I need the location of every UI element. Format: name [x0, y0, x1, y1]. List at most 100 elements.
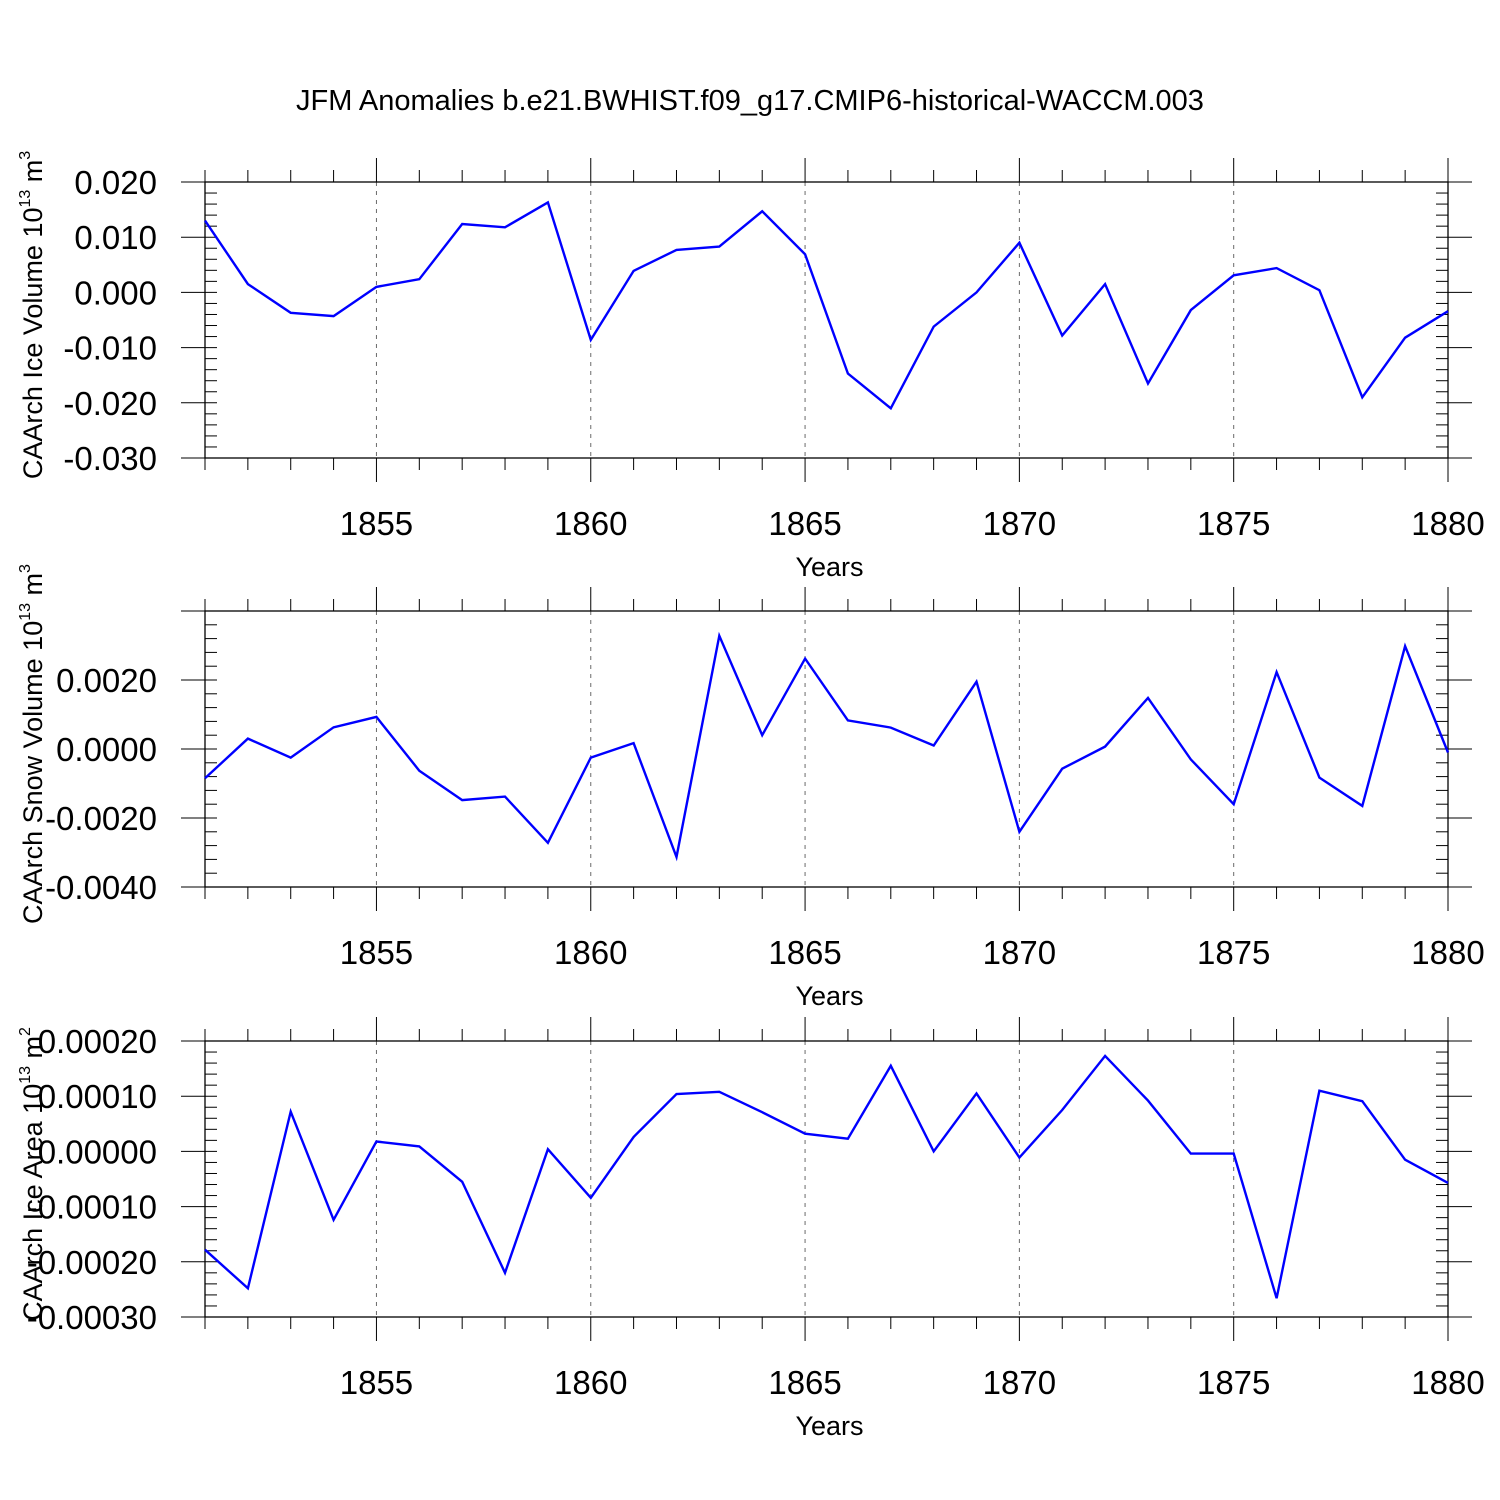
data-point: [1233, 274, 1235, 276]
data-point: [504, 796, 506, 798]
x-tick-label: 1880: [1411, 1364, 1484, 1401]
y-tick-label: -0.00020: [27, 1244, 157, 1281]
data-point: [976, 1092, 978, 1094]
data-point: [718, 1091, 720, 1093]
data-point: [761, 734, 763, 736]
data-point: [1104, 1055, 1106, 1057]
y-axis-label-unit-exponent: 3: [17, 151, 34, 160]
y-tick-label: 0.000: [74, 274, 157, 311]
data-point: [1104, 283, 1106, 285]
data-point: [1233, 1153, 1235, 1155]
data-point: [333, 315, 335, 317]
data-point: [976, 291, 978, 293]
y-axis-label-unit: m: [18, 573, 48, 603]
data-point: [1318, 289, 1320, 291]
data-point: [1447, 751, 1449, 753]
data-point: [1190, 758, 1192, 760]
y-tick-label: 0.00020: [38, 1023, 157, 1060]
chart-panel-2: 0.0020 0.0000 -0.0020 -0.0040 1855 1860 1865 18…: [17, 564, 1485, 1011]
data-point: [1233, 803, 1235, 805]
data-point: [461, 1181, 463, 1183]
plot-frame: [204, 610, 1449, 888]
data-point: [675, 1093, 677, 1095]
data-point: [1404, 1159, 1406, 1161]
x-tick-label: 1860: [554, 1364, 627, 1401]
y-tick-label: 0.0000: [56, 731, 157, 768]
data-point: [847, 719, 849, 721]
data-point: [675, 249, 677, 251]
y-axis-label-main: CAArch Ice Area 10: [18, 1084, 48, 1321]
x-tick-label: 1855: [340, 505, 413, 542]
y-tick-label: -0.00030: [27, 1299, 157, 1336]
data-point: [1190, 309, 1192, 311]
data-point: [804, 1133, 806, 1135]
chart-panel-1: 0.020 0.010 0.000 -0.010 -0.020 -0.030 1855 186…: [17, 151, 1485, 582]
data-point: [590, 1197, 592, 1199]
data-point: [247, 1287, 249, 1289]
x-axis-label: Years: [795, 552, 863, 582]
data-point: [418, 278, 420, 280]
x-tick-label: 1880: [1411, 505, 1484, 542]
data-point: [633, 1136, 635, 1138]
data-point: [633, 270, 635, 272]
series-line: [204, 631, 1450, 862]
data-point: [247, 283, 249, 285]
data-point: [461, 799, 463, 801]
y-axis-label: CAArch Snow Volume 1013 m3: [17, 564, 48, 924]
data-point: [804, 658, 806, 660]
data-point: [590, 757, 592, 759]
data-point: [1447, 1182, 1449, 1184]
data-point: [718, 635, 720, 637]
x-tick-label: 1865: [768, 505, 841, 542]
data-point: [1276, 267, 1278, 269]
y-axis-label-main: CAArch Snow Volume 10: [18, 621, 48, 924]
y-axis-label-unit-exponent: 2: [17, 1027, 34, 1036]
x-tick-label: 1865: [768, 1364, 841, 1401]
data-point: [333, 726, 335, 728]
x-tick-label: 1870: [983, 1364, 1056, 1401]
x-tick-label: 1860: [554, 505, 627, 542]
data-point: [204, 777, 206, 779]
data-point: [847, 373, 849, 375]
x-tick-label: 1860: [554, 934, 627, 971]
data-point: [1018, 1156, 1020, 1158]
data-point: [890, 407, 892, 409]
data-point: [1276, 671, 1278, 673]
x-tick-label: 1870: [983, 505, 1056, 542]
data-point: [1361, 805, 1363, 807]
data-point: [504, 226, 506, 228]
data-point: [1147, 1100, 1149, 1102]
data-point: [890, 1065, 892, 1067]
data-point: [1447, 310, 1449, 312]
y-tick-label: -0.00010: [27, 1189, 157, 1226]
data-point: [890, 727, 892, 729]
data-point: [675, 856, 677, 858]
chart-panel-3: 0.00020 0.00010 0.00000 -0.00010 -0.00020 -0.…: [17, 1017, 1485, 1441]
y-axis-label-exponent: 13: [17, 603, 34, 621]
y-tick-label: 0.020: [74, 164, 157, 201]
data-point: [290, 757, 292, 759]
x-tick-label: 1865: [768, 934, 841, 971]
data-point: [1147, 697, 1149, 699]
data-point: [1018, 831, 1020, 833]
data-point: [418, 770, 420, 772]
y-axis-label-unit-exponent: 3: [17, 564, 34, 573]
plot-frame: [204, 1040, 1449, 1318]
data-point: [633, 742, 635, 744]
data-point: [547, 201, 549, 203]
y-axis-label: CAArch Ice Area 1013 m2: [17, 1027, 48, 1321]
data-point: [590, 339, 592, 341]
y-axis-label: CAArch Ice Volume 1013 m3: [17, 151, 48, 479]
x-axis-label: Years: [795, 1411, 863, 1441]
y-tick-label: 0.00010: [38, 1078, 157, 1115]
x-tick-label: 1880: [1411, 934, 1484, 971]
data-point: [418, 1145, 420, 1147]
data-point: [290, 312, 292, 314]
x-axis-label: Years: [795, 981, 863, 1011]
data-point: [933, 326, 935, 328]
data-point: [461, 223, 463, 225]
data-point: [547, 1148, 549, 1150]
data-point: [1104, 746, 1106, 748]
data-point: [375, 1140, 377, 1142]
